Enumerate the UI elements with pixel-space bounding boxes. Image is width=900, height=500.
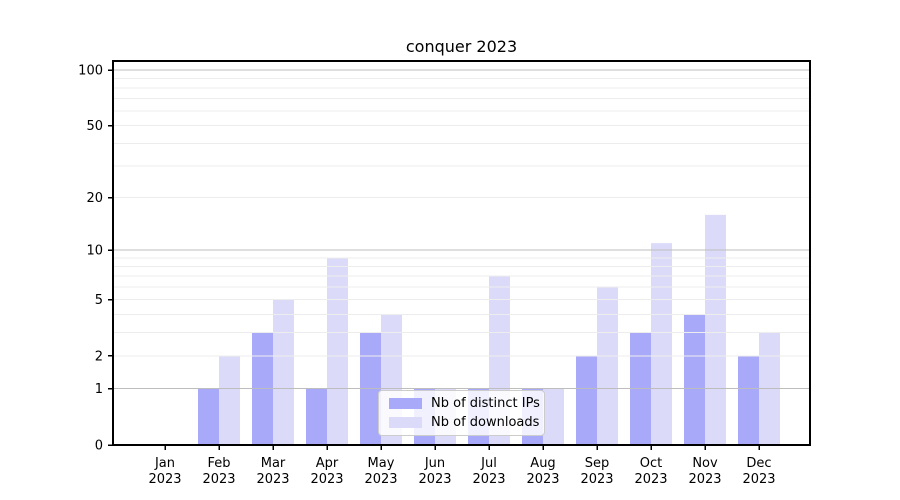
x-tick-label-year: 2023 [472,472,505,487]
y-tick-label: 10 [86,244,103,259]
x-tick-label-year: 2023 [202,472,235,487]
y-tick-label: 0 [95,439,103,454]
x-tick-label-month: Aug [530,456,555,471]
legend: Nb of distinct IPs Nb of downloads [378,390,545,436]
x-tick-label-year: 2023 [580,472,613,487]
x-tick-label-month: Nov [692,456,718,471]
bar-nb-of-distinct-ips-apr-2023 [306,388,327,445]
bar-nb-of-downloads-feb-2023 [219,355,240,445]
x-tick-label-month: Mar [261,456,286,471]
legend-swatch-downloads [389,417,422,428]
x-tick-label-month: Apr [316,456,339,471]
bar-nb-of-distinct-ips-dec-2023 [738,355,759,445]
x-tick-label-year: 2023 [310,472,343,487]
x-tick-label-month: May [368,456,395,471]
x-tick-label-year: 2023 [688,472,721,487]
y-tick-label: 1 [95,382,103,397]
legend-swatch-distinct-ips [389,398,422,409]
x-tick-label-month: Oct [640,456,662,471]
chart-title: conquer 2023 [405,37,518,56]
bar-nb-of-downloads-mar-2023 [273,299,294,445]
bar-nb-of-downloads-aug-2023 [543,388,564,445]
y-tick-label: 2 [95,349,103,364]
gridlines-group [113,69,810,390]
x-tick-label-month: Jul [480,456,497,471]
bar-nb-of-downloads-sep-2023 [597,286,618,445]
bar-nb-of-distinct-ips-feb-2023 [198,388,219,445]
x-tick-label-year: 2023 [526,472,559,487]
y-tick-label: 5 [95,293,103,308]
x-tick-label-year: 2023 [634,472,667,487]
x-tick-label-month: Feb [207,456,230,471]
plot-frame [112,60,811,446]
bar-nb-of-distinct-ips-nov-2023 [684,314,705,445]
x-tick-label-year: 2023 [256,472,289,487]
x-tick-label-month: Jun [424,456,445,471]
legend-label-downloads: Nb of downloads [431,415,540,430]
x-tick-label-month: Sep [585,456,610,471]
bar-nb-of-distinct-ips-sep-2023 [576,355,597,445]
x-axis: Jan2023Feb2023Mar2023Apr2023May2023Jun20… [148,445,776,487]
x-tick-label-month: Jan [154,456,175,471]
legend-item-downloads: Nb of downloads [389,416,544,429]
x-tick-label-year: 2023 [418,472,451,487]
bar-nb-of-downloads-oct-2023 [651,243,672,445]
x-tick-label-year: 2023 [364,472,397,487]
legend-item-distinct-ips: Nb of distinct IPs [389,397,544,410]
y-tick-label: 50 [86,119,103,134]
bar-nb-of-downloads-apr-2023 [327,257,348,445]
x-tick-label-month: Dec [746,456,771,471]
x-tick-label-year: 2023 [742,472,775,487]
y-tick-label: 20 [86,191,103,206]
bar-nb-of-downloads-nov-2023 [705,214,726,445]
y-tick-label: 100 [78,64,103,79]
y-axis: 0 1 2 5 10 20 50 100 [78,64,113,454]
legend-label-distinct-ips: Nb of distinct IPs [431,396,540,411]
x-tick-label-year: 2023 [148,472,181,487]
